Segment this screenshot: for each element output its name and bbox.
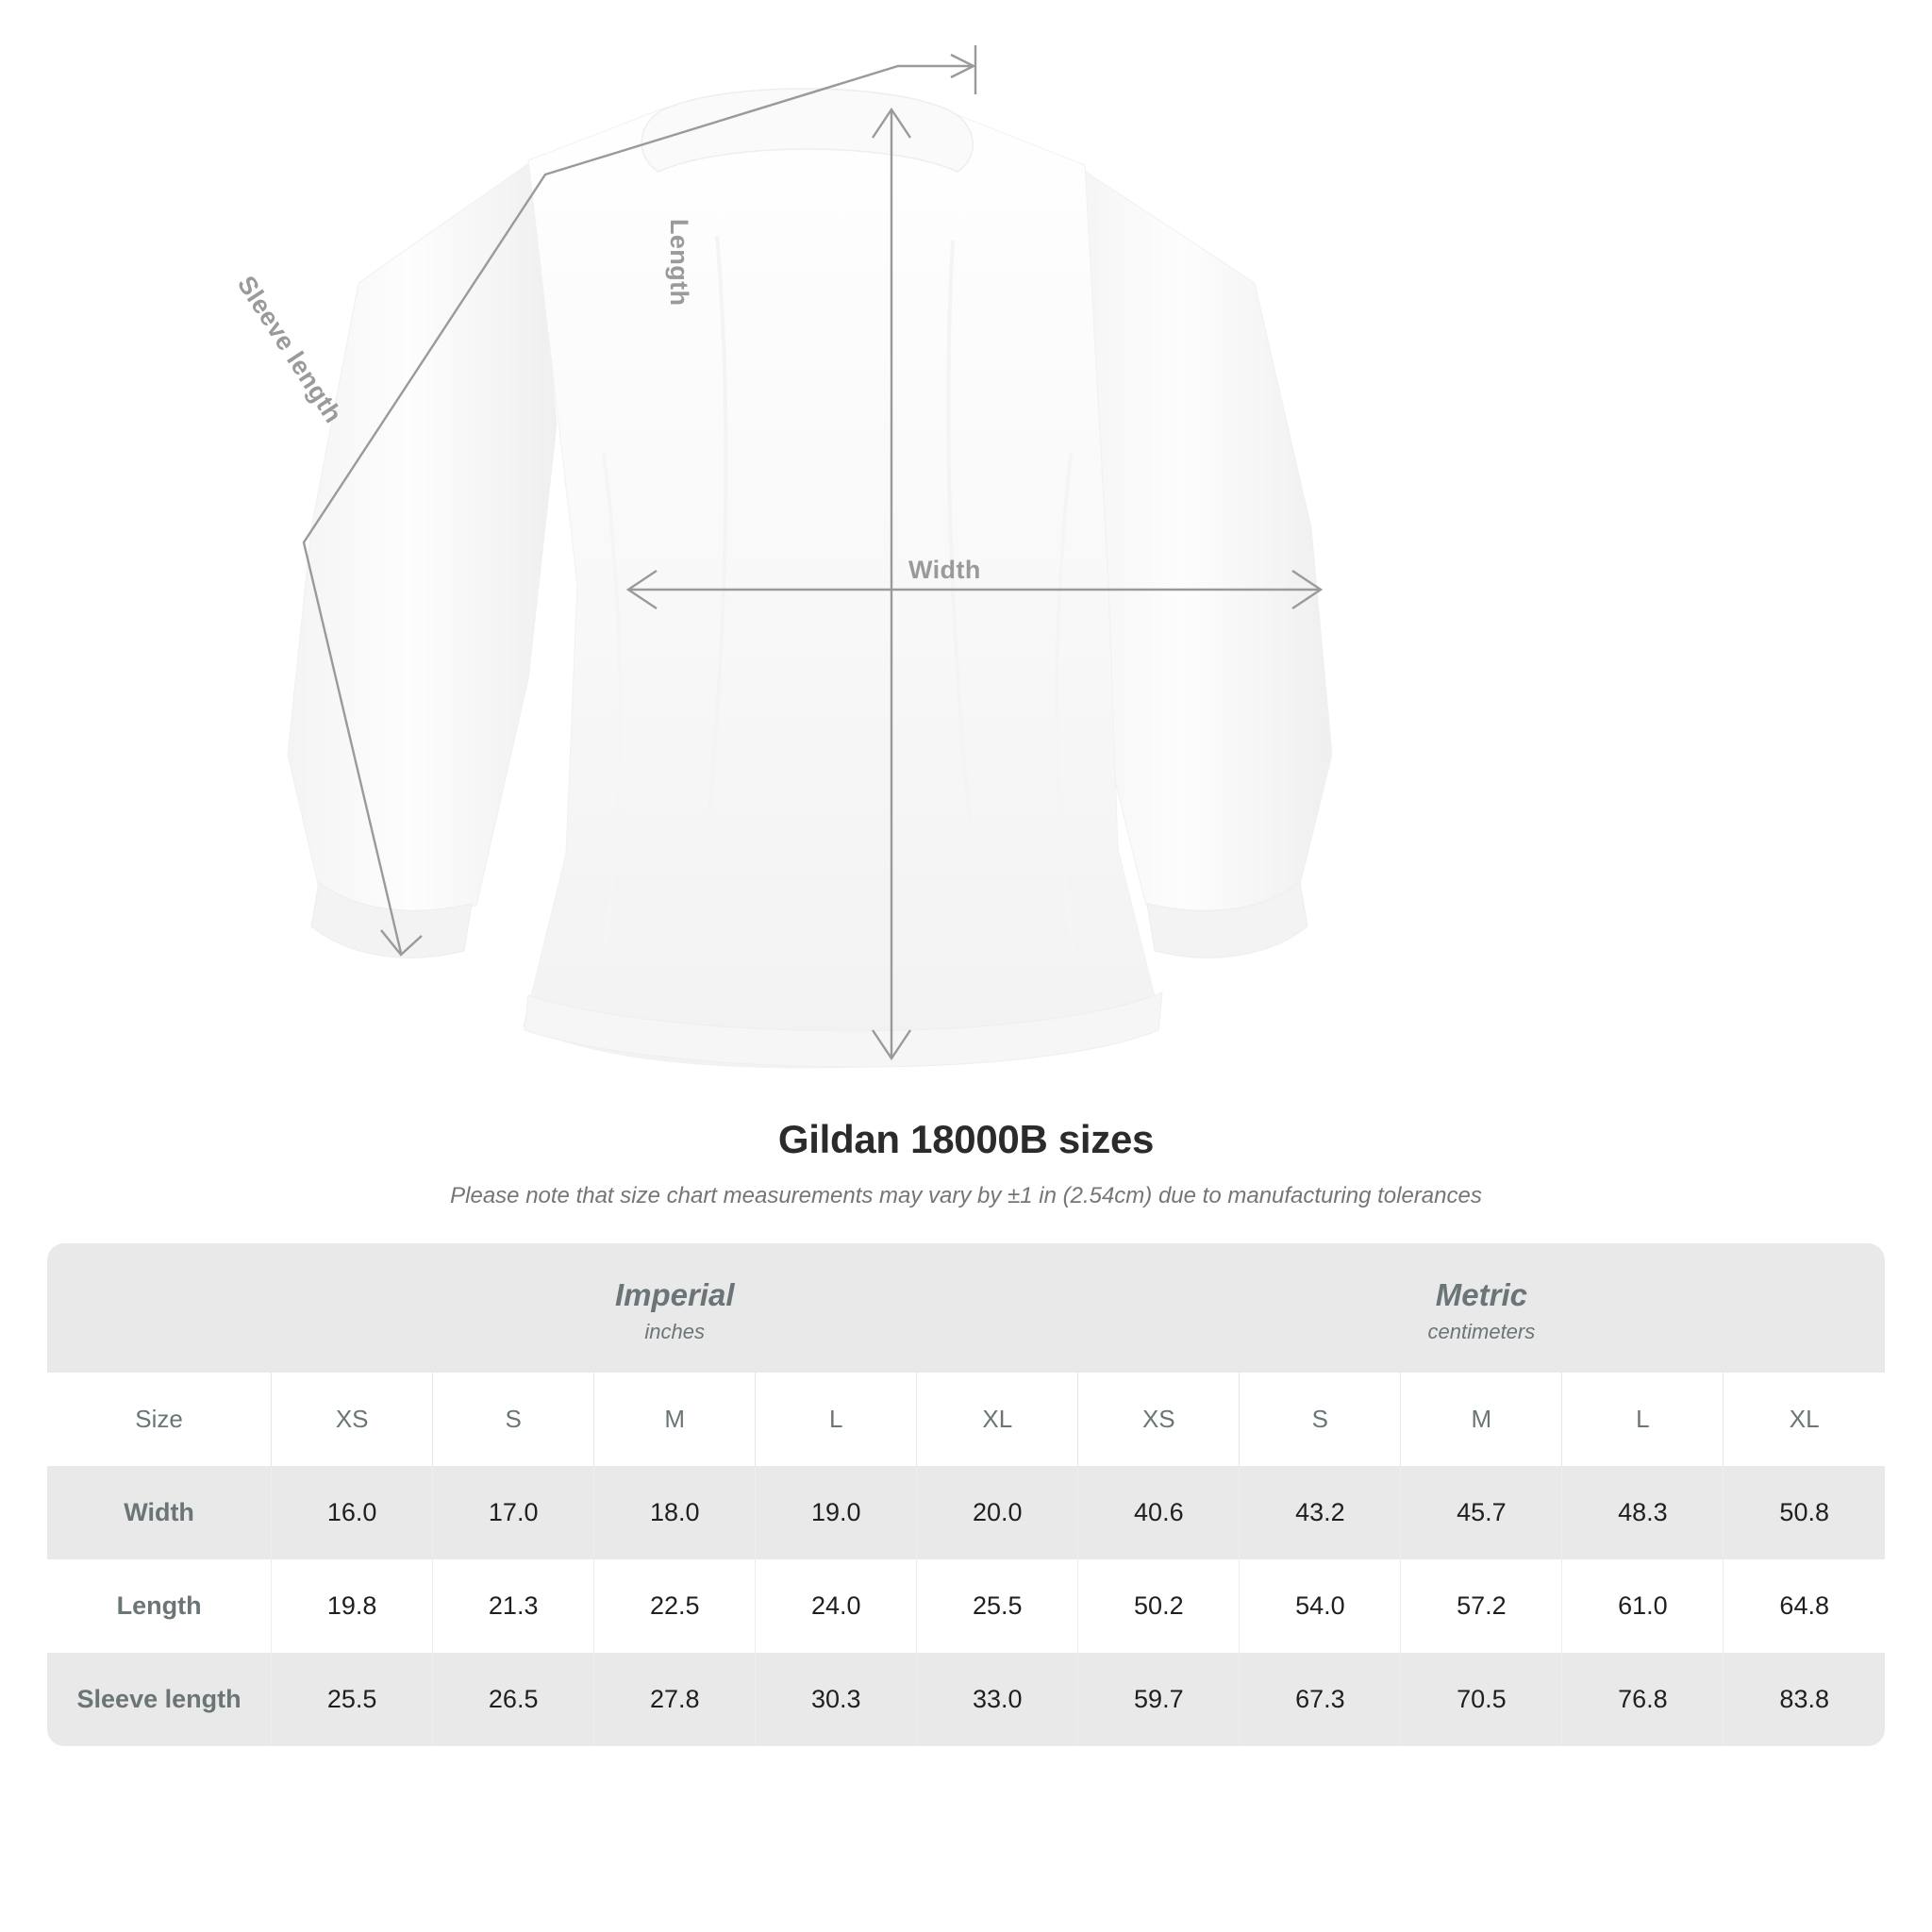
unit-group-imperial: Imperial inches: [271, 1243, 1078, 1374]
cell-width-imperial-m: 18.0: [593, 1466, 757, 1560]
column-header-imperial-xs: XS: [271, 1373, 434, 1467]
cell-length-metric-l: 61.0: [1561, 1559, 1724, 1654]
row-label-width: Width: [47, 1466, 273, 1560]
column-header-imperial-s: S: [432, 1373, 595, 1467]
cell-width-imperial-xl: 20.0: [916, 1466, 1079, 1560]
cell-sleeve-metric-xs: 59.7: [1077, 1653, 1241, 1747]
cell-width-imperial-s: 17.0: [432, 1466, 595, 1560]
cell-length-imperial-xs: 19.8: [271, 1559, 434, 1654]
sleeve-start-arrowhead: [950, 53, 976, 79]
width-left-arrowhead: [625, 570, 658, 609]
measurement-lines: [302, 45, 1324, 1061]
size-chart-table-wrapper: Imperial inches Metric centimeters Size …: [47, 1243, 1885, 1747]
width-dimension-label: Width: [908, 556, 981, 584]
unit-group-metric: Metric centimeters: [1077, 1243, 1885, 1374]
column-header-metric-s: S: [1239, 1373, 1402, 1467]
column-header-metric-m: M: [1400, 1373, 1563, 1467]
cell-width-metric-l: 48.3: [1561, 1466, 1724, 1560]
column-header-imperial-l: L: [755, 1373, 918, 1467]
unit-group-metric-sub: centimeters: [1427, 1320, 1536, 1344]
row-label-sleeve-length: Sleeve length: [47, 1653, 273, 1747]
cell-width-metric-m: 45.7: [1400, 1466, 1563, 1560]
unit-group-corner-cell: [47, 1243, 272, 1374]
cell-sleeve-metric-xl: 83.8: [1723, 1653, 1885, 1747]
cell-length-imperial-s: 21.3: [432, 1559, 595, 1654]
sweatshirt-illustration: [287, 45, 1333, 1069]
cell-sleeve-imperial-xs: 25.5: [271, 1653, 434, 1747]
cell-sleeve-metric-s: 67.3: [1239, 1653, 1402, 1747]
length-top-arrowhead: [872, 107, 911, 139]
length-bottom-arrowhead: [872, 1029, 911, 1061]
cell-sleeve-imperial-xl: 33.0: [916, 1653, 1079, 1747]
size-header-row: Size XS S M L XL XS S M L XL: [47, 1373, 1885, 1467]
table-row: Sleeve length 25.5 26.5 27.8 30.3 33.0 5…: [47, 1653, 1885, 1747]
unit-group-header-row: Imperial inches Metric centimeters: [47, 1243, 1885, 1374]
cell-length-metric-s: 54.0: [1239, 1559, 1402, 1654]
page-title: Gildan 18000B sizes: [777, 1117, 1155, 1161]
table-row: Length 19.8 21.3 22.5 24.0 25.5 50.2 54.…: [47, 1559, 1885, 1654]
cell-width-metric-xl: 50.8: [1723, 1466, 1885, 1560]
sleeve-length-line: [302, 64, 972, 954]
column-header-metric-xs: XS: [1077, 1373, 1241, 1467]
sleeve-end-arrowhead: [380, 929, 423, 957]
cell-length-imperial-m: 22.5: [593, 1559, 757, 1654]
cell-length-imperial-l: 24.0: [755, 1559, 918, 1654]
cell-sleeve-metric-m: 70.5: [1400, 1653, 1563, 1747]
cell-length-imperial-xl: 25.5: [916, 1559, 1079, 1654]
size-header-corner: Size: [47, 1373, 273, 1467]
garment-diagram: Sleeve length Length Width: [232, 45, 1333, 1069]
title-block: Gildan 18000B sizes Please note that siz…: [0, 1117, 1932, 1209]
cell-sleeve-imperial-m: 27.8: [593, 1653, 757, 1747]
length-dimension-label: Length: [665, 219, 693, 307]
cell-width-metric-xs: 40.6: [1077, 1466, 1241, 1560]
width-right-arrowhead: [1291, 570, 1324, 609]
row-label-length: Length: [47, 1559, 273, 1654]
unit-group-imperial-sub: inches: [644, 1320, 706, 1344]
table-row: Width 16.0 17.0 18.0 19.0 20.0 40.6 43.2…: [47, 1466, 1885, 1560]
unit-group-metric-name: Metric: [1435, 1277, 1527, 1312]
cell-width-imperial-l: 19.0: [755, 1466, 918, 1560]
size-chart-table: Imperial inches Metric centimeters Size …: [47, 1243, 1885, 1747]
column-header-metric-xl: XL: [1723, 1373, 1885, 1467]
cell-sleeve-imperial-l: 30.3: [755, 1653, 918, 1747]
column-header-imperial-m: M: [593, 1373, 757, 1467]
column-header-metric-l: L: [1561, 1373, 1724, 1467]
column-header-imperial-xl: XL: [916, 1373, 1079, 1467]
cell-sleeve-imperial-s: 26.5: [432, 1653, 595, 1747]
sweatshirt-body-shape: [287, 88, 1333, 1069]
cell-length-metric-xl: 64.8: [1723, 1559, 1885, 1654]
cell-width-imperial-xs: 16.0: [271, 1466, 434, 1560]
cell-length-metric-xs: 50.2: [1077, 1559, 1241, 1654]
cell-width-metric-s: 43.2: [1239, 1466, 1402, 1560]
tolerance-note: Please note that size chart measurements…: [450, 1183, 1482, 1208]
unit-group-imperial-name: Imperial: [614, 1277, 735, 1312]
cell-sleeve-metric-l: 76.8: [1561, 1653, 1724, 1747]
cell-length-metric-m: 57.2: [1400, 1559, 1563, 1654]
